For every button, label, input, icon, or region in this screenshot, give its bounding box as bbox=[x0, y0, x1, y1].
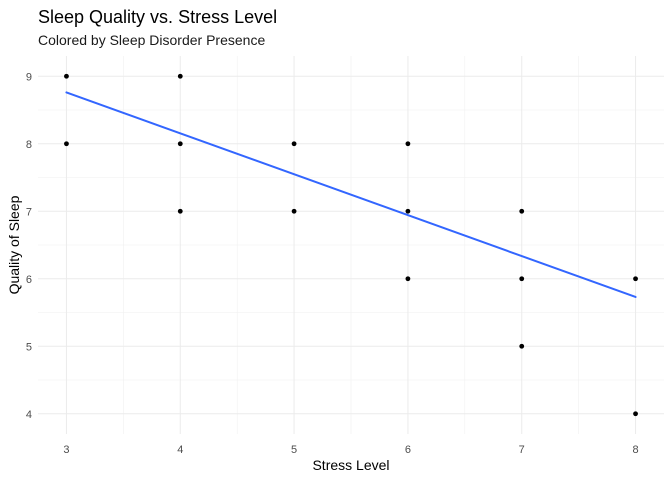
y-tick-labels: 4 5 6 7 8 9 bbox=[26, 71, 32, 421]
data-point bbox=[177, 73, 183, 79]
data-point bbox=[177, 141, 183, 147]
data-point bbox=[633, 411, 638, 417]
x-tick-label: 5 bbox=[291, 444, 297, 456]
chart-subtitle: Colored by Sleep Disorder Presence bbox=[38, 32, 265, 48]
data-point bbox=[519, 343, 525, 349]
data-point bbox=[405, 208, 411, 214]
x-tick-labels: 3 4 5 6 7 8 bbox=[63, 444, 638, 456]
minor-gridlines bbox=[38, 56, 664, 434]
data-point bbox=[519, 208, 525, 214]
trend-layer bbox=[65, 91, 637, 298]
x-tick-label: 4 bbox=[177, 444, 183, 456]
data-point bbox=[519, 276, 525, 282]
y-tick-label: 5 bbox=[26, 341, 32, 353]
y-tick-label: 6 bbox=[26, 274, 32, 286]
chart-title: Sleep Quality vs. Stress Level bbox=[38, 7, 277, 27]
y-tick-label: 7 bbox=[26, 206, 32, 218]
major-gridlines bbox=[38, 56, 664, 434]
data-point bbox=[633, 276, 638, 282]
x-tick-label: 8 bbox=[632, 444, 638, 456]
y-axis-title: Quality of Sleep bbox=[6, 195, 22, 294]
x-axis-title: Stress Level bbox=[312, 457, 389, 473]
y-tick-label: 4 bbox=[26, 409, 32, 421]
data-point bbox=[405, 141, 411, 147]
data-point bbox=[405, 276, 411, 282]
y-tick-label: 8 bbox=[26, 139, 32, 151]
data-point bbox=[291, 141, 297, 147]
x-tick-label: 6 bbox=[405, 444, 411, 456]
data-point bbox=[177, 208, 183, 214]
y-tick-label: 9 bbox=[26, 71, 32, 83]
points-layer bbox=[64, 73, 638, 417]
trend-line bbox=[65, 91, 637, 298]
x-tick-label: 3 bbox=[63, 444, 69, 456]
data-point bbox=[64, 141, 69, 147]
data-point bbox=[291, 208, 297, 214]
x-tick-label: 7 bbox=[519, 444, 525, 456]
data-point bbox=[64, 73, 69, 79]
